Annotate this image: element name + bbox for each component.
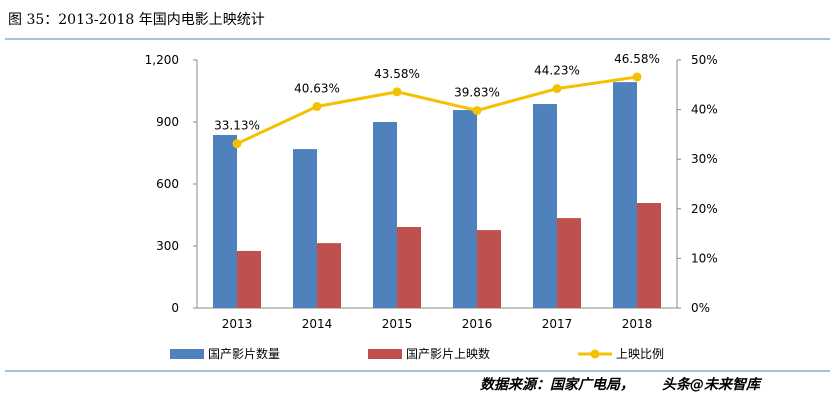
data-label: 44.23% xyxy=(534,64,580,78)
legend-label: 国产影片上映数 xyxy=(406,346,490,361)
x-tick-label: 2016 xyxy=(462,317,493,331)
y2-tick-label: 40% xyxy=(691,103,718,117)
line-marker xyxy=(312,101,322,111)
bar xyxy=(293,149,317,308)
bar xyxy=(397,226,421,308)
data-label: 39.83% xyxy=(454,85,500,99)
bar xyxy=(557,218,581,308)
watermark: 头条@未来智库 xyxy=(662,376,763,393)
x-tick-label: 2014 xyxy=(302,317,333,331)
line-marker xyxy=(232,139,242,149)
x-tick-label: 2015 xyxy=(382,317,413,331)
y2-tick-label: 0% xyxy=(691,301,710,315)
legend-swatch xyxy=(590,349,600,359)
legend-swatch xyxy=(170,349,204,359)
source: 数据来源：国家广电局， xyxy=(480,376,634,393)
line-marker xyxy=(472,105,482,115)
bar xyxy=(477,230,501,308)
y-tick-label: 300 xyxy=(156,239,179,253)
y2-tick-label: 10% xyxy=(691,251,718,265)
x-tick-label: 2013 xyxy=(222,317,253,331)
x-tick-label: 2018 xyxy=(622,317,653,331)
y2-tick-label: 30% xyxy=(691,152,718,166)
bar xyxy=(213,135,237,308)
bar xyxy=(613,82,637,308)
y-tick-label: 600 xyxy=(156,177,179,191)
y2-tick-label: 50% xyxy=(691,53,718,67)
y-tick-label: 0 xyxy=(171,301,179,315)
data-label: 46.58% xyxy=(614,52,660,66)
bar xyxy=(237,250,261,308)
bar xyxy=(453,110,477,308)
bar xyxy=(373,122,397,308)
bar xyxy=(317,243,341,308)
data-label: 33.13% xyxy=(214,119,260,133)
bar xyxy=(637,203,661,308)
y2-tick-label: 20% xyxy=(691,202,718,216)
x-tick-label: 2017 xyxy=(542,317,573,331)
y-tick-label: 1,200 xyxy=(145,53,179,67)
data-label: 40.63% xyxy=(294,81,340,95)
legend-label: 上映比例 xyxy=(616,347,664,361)
legend-swatch xyxy=(368,349,402,359)
bar xyxy=(533,104,557,309)
line xyxy=(236,75,638,146)
line-marker xyxy=(632,72,642,82)
y-tick-label: 900 xyxy=(156,115,179,129)
legend-label: 国产影片数量 xyxy=(208,346,280,361)
data-label: 43.58% xyxy=(374,67,420,81)
chart-title: 图 35：2013-2018 年国内电影上映统计 xyxy=(8,12,265,28)
line-marker xyxy=(392,87,402,97)
line-marker xyxy=(552,84,562,94)
